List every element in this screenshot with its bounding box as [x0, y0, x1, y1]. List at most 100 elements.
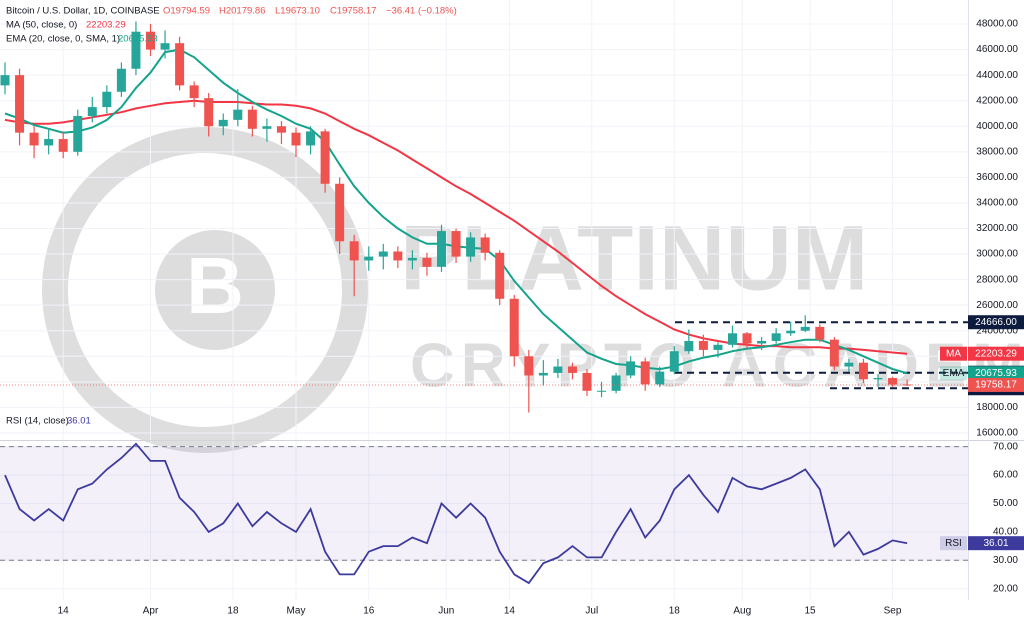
candle-body	[160, 43, 170, 50]
y-tick-label: 42000.00	[976, 95, 1018, 106]
candle-body	[116, 68, 126, 92]
badge-tag	[940, 536, 967, 551]
candle-body	[306, 131, 316, 146]
symbol-title: Bitcoin / U.S. Dollar, 1D, COINBASE	[6, 6, 160, 17]
x-tick-label: 18	[227, 606, 239, 617]
candle-body	[669, 351, 679, 372]
rsi-line	[4, 442, 908, 585]
y-tick-label: 18000.00	[976, 402, 1018, 413]
candle-body	[364, 256, 374, 261]
candle-body	[87, 107, 97, 117]
x-tick-label: Sep	[884, 606, 902, 617]
x-tick-label: 16	[363, 606, 375, 617]
candle-body	[320, 131, 330, 184]
x-tick-label: 18	[669, 606, 681, 617]
price-badge	[968, 315, 1024, 330]
candle-body	[902, 384, 912, 386]
candle-body	[873, 378, 883, 380]
candle-body	[742, 333, 752, 344]
watermark-text: PLATINUM	[400, 207, 868, 309]
y-tick-label: 26000.00	[976, 300, 1018, 311]
legend-name: MA (50, close, 0)	[6, 20, 77, 31]
y-tick-label: 36000.00	[976, 172, 1018, 183]
x-tick-label: Apr	[143, 606, 159, 617]
candle-body	[393, 251, 403, 261]
y-tick-label: 20.00	[993, 583, 1018, 594]
price-badge-label: 36.01	[983, 538, 1008, 549]
candle-body	[378, 251, 388, 257]
candle-body	[698, 340, 708, 350]
candle-body	[407, 257, 417, 261]
candle-body	[800, 326, 810, 331]
price-badge-label: 20675.93	[975, 368, 1017, 379]
candle-body	[757, 340, 767, 344]
y-tick-label: 50.00	[993, 498, 1018, 509]
candle-body	[771, 333, 781, 341]
price-badge-label: 24666.00	[975, 317, 1017, 328]
x-tick-label: May	[287, 606, 306, 617]
ohlc-value: L19673.10	[275, 6, 320, 17]
candle-body	[102, 91, 112, 108]
y-tick-label: 48000.00	[976, 19, 1018, 30]
y-tick-label: 60.00	[993, 470, 1018, 481]
moving-average-line	[4, 99, 908, 355]
y-tick-label: 46000.00	[976, 44, 1018, 55]
ohlc-value: C19758.17	[330, 6, 376, 17]
candle-body	[233, 109, 243, 120]
price-badge	[968, 366, 1024, 381]
change-value: −36.41 (−0.18%)	[386, 6, 457, 17]
ohlc-value: O19794.59	[163, 6, 210, 17]
candle-body	[684, 340, 694, 352]
candle-body	[204, 98, 214, 127]
candle-body	[131, 31, 141, 69]
price-badge	[968, 377, 1024, 392]
candle-body	[626, 361, 636, 376]
badge-tag-label: EMA	[943, 368, 965, 379]
candle-body	[466, 237, 476, 257]
y-tick-label: 16000.00	[976, 428, 1018, 439]
candle-body	[713, 344, 723, 350]
x-tick-label: 14	[58, 606, 70, 617]
candle-body	[728, 333, 737, 345]
candle-body	[567, 366, 577, 373]
candle-body	[218, 119, 228, 127]
candle-body	[422, 257, 432, 267]
candle-body	[888, 378, 898, 385]
candle-body	[335, 183, 345, 242]
y-tick-label: 38000.00	[976, 146, 1018, 157]
candle-body	[844, 362, 854, 367]
indicator-title: RSI (14, close)	[6, 416, 69, 427]
candle-body	[597, 390, 607, 392]
y-tick-label: 28000.00	[976, 274, 1018, 285]
rsi-band	[0, 446, 968, 561]
x-tick-label: 14	[504, 606, 516, 617]
candle-body	[247, 109, 257, 129]
candle-body	[524, 356, 534, 376]
candle-body	[175, 43, 185, 86]
candle-body	[291, 132, 301, 146]
candle-body	[829, 339, 839, 367]
candle-body	[437, 231, 446, 267]
x-tick-label: Jun	[438, 606, 454, 617]
candle-body	[640, 361, 650, 385]
candle-body	[655, 371, 665, 385]
badge-tag-label: MA	[946, 348, 961, 359]
y-tick-label: 70.00	[993, 441, 1018, 452]
candle-body	[0, 75, 10, 86]
candle-body	[858, 362, 868, 380]
candle-body	[15, 75, 25, 133]
candle-body	[44, 139, 54, 146]
y-tick-label: 30000.00	[976, 249, 1018, 260]
candle-body	[189, 85, 199, 99]
watermark-logo	[155, 230, 275, 350]
candle-body	[480, 237, 490, 253]
candle-body	[495, 252, 505, 299]
legend-name: EMA (20, close, 0, SMA, 1)	[6, 34, 120, 45]
candle-body	[146, 31, 155, 50]
candle-body	[553, 366, 563, 373]
price-badge	[968, 346, 1024, 361]
y-tick-label: 34000.00	[976, 198, 1018, 209]
candle-body	[786, 330, 796, 334]
